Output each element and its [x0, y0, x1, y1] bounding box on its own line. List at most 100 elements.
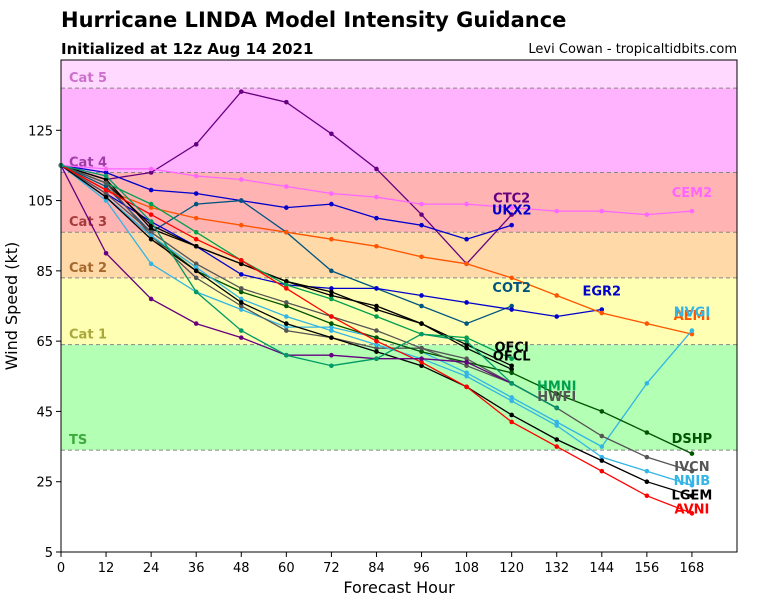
x-tick-label-108: 108: [454, 561, 479, 576]
point-cot2-h48: [238, 198, 244, 203]
point-ofcl-h12: [103, 177, 109, 182]
point-avni-h132: [554, 444, 560, 449]
point-ctc2-h48: [238, 89, 244, 94]
chart-credit: Levi Cowan - tropicaltidbits.com: [528, 42, 737, 57]
label-ctc2: CTC2: [493, 191, 530, 206]
point-aemi-h24: [148, 205, 154, 210]
point-ofcl-h48: [238, 261, 244, 267]
y-axis-label: Wind Speed (kt): [2, 242, 21, 371]
band-cat-4: [61, 88, 737, 173]
point-ofci-h108: [464, 345, 469, 351]
point-ofci-h120: [509, 366, 514, 372]
point-hmni-h108: [464, 335, 469, 340]
x-tick-label-84: 84: [368, 561, 385, 576]
point-aemi-h72: [329, 236, 334, 242]
point-lgem-h72: [329, 335, 334, 340]
point-hmni-h84: [374, 314, 379, 319]
point-aemi-h108: [464, 261, 469, 267]
point-cem2-h60: [284, 184, 289, 189]
band-cat-1: [61, 277, 737, 345]
point-ctc2-h60: [284, 99, 289, 105]
plot-frame: [60, 59, 738, 553]
point-egr2-h144: [599, 307, 605, 312]
point-hwfi-h36: [193, 275, 199, 281]
point-cem2-h144: [599, 208, 605, 214]
point-hmni2-h108: [464, 338, 469, 344]
point-lgem-h12: [103, 194, 109, 200]
point-ctc2-h96: [419, 212, 424, 217]
point-ofci-h84: [374, 303, 379, 309]
category-bands: [61, 60, 737, 451]
band-label-ts: TS: [69, 433, 87, 448]
point-avni-h48: [238, 258, 244, 263]
point-hwfi-h84: [374, 345, 379, 351]
point-ukx2-h96: [419, 222, 424, 228]
point-ivcn-h60: [284, 300, 289, 305]
point-cem2-h120: [509, 205, 514, 210]
point-lgem-h96: [419, 363, 424, 369]
point-aemi-h120: [509, 275, 514, 281]
point-avni-h24: [148, 212, 154, 217]
point-lgem-h168: [689, 493, 695, 499]
label-nvgi: NVGI: [674, 306, 710, 321]
x-axis-label: Forecast Hour: [343, 578, 455, 597]
point-hmni-h72: [329, 296, 334, 302]
point-dshp-h144: [599, 409, 605, 414]
point-lgem-h36: [193, 268, 199, 274]
point-aemi-h60: [284, 229, 289, 235]
x-tick-label-36: 36: [188, 561, 205, 576]
point-avni-h120: [509, 419, 514, 425]
series-aemi: [58, 163, 695, 337]
series-line-hwfi2: [60, 165, 558, 409]
series-line-hwfi: [60, 164, 558, 409]
point-ukx2-h108: [464, 236, 469, 242]
x-tick-label-120: 120: [499, 561, 524, 576]
x-tick-label-24: 24: [143, 561, 160, 576]
point-nnib-h168: [689, 482, 695, 488]
y-tick-label-105: 105: [28, 195, 53, 210]
point-ukx2-h72: [329, 201, 334, 207]
point-cot2-h12: [103, 184, 109, 189]
point-nvgi-h12: [103, 198, 109, 203]
point-hmni-h120: [509, 356, 514, 362]
x-tick-label-60: 60: [278, 561, 295, 576]
point-dshp-h120: [509, 370, 514, 376]
point-hwfi2-h48: [238, 335, 244, 340]
band-label-cat-5: Cat 5: [69, 71, 107, 86]
point-cot2-h36: [193, 201, 199, 207]
label-hmni: HMNI: [537, 379, 577, 394]
point-dshp-h84: [374, 335, 379, 340]
point-ofcl-h84: [374, 307, 379, 312]
point-avni-h60: [284, 286, 289, 291]
point-cem2-h72: [329, 191, 334, 196]
point-ivcn-h168: [689, 468, 695, 474]
point-cem2-h48: [238, 177, 244, 182]
point-ofcl-h36: [193, 243, 199, 249]
point-nvgi-h132: [554, 419, 560, 425]
point-egr2-h84: [374, 286, 379, 291]
series-line-hmni2: [60, 164, 558, 409]
x-tick-label-72: 72: [323, 561, 340, 576]
point-hmni2-h12: [103, 173, 109, 179]
point-lgem-h24: [148, 236, 154, 242]
label-nnib: NNIB: [674, 474, 711, 489]
band-label-cat-3: Cat 3: [69, 215, 107, 230]
label-lgem: LGEM: [672, 488, 713, 503]
point-hwfi2-h96: [419, 356, 424, 362]
x-tick-label-168: 168: [680, 561, 705, 576]
point-cem2-h108: [464, 201, 469, 207]
point-ofcl-h108: [464, 342, 469, 347]
point-cem2-h84: [374, 194, 379, 200]
point-egr2-h132: [554, 314, 560, 319]
x-tick-label-96: 96: [413, 561, 430, 576]
point-ivcn-h84: [374, 328, 379, 333]
chart-title: Hurricane LINDA Model Intensity Guidance: [61, 8, 567, 32]
point-nnib-h72: [329, 328, 334, 333]
y-tick-label-45: 45: [36, 405, 53, 420]
point-cot2-h72: [329, 268, 334, 274]
point-hmni2-h120: [509, 381, 514, 386]
point-ukx2-h12: [103, 170, 109, 175]
point-ctc2-h120: [509, 212, 514, 217]
band-ts: [61, 344, 737, 451]
point-avni-h144: [599, 468, 605, 474]
